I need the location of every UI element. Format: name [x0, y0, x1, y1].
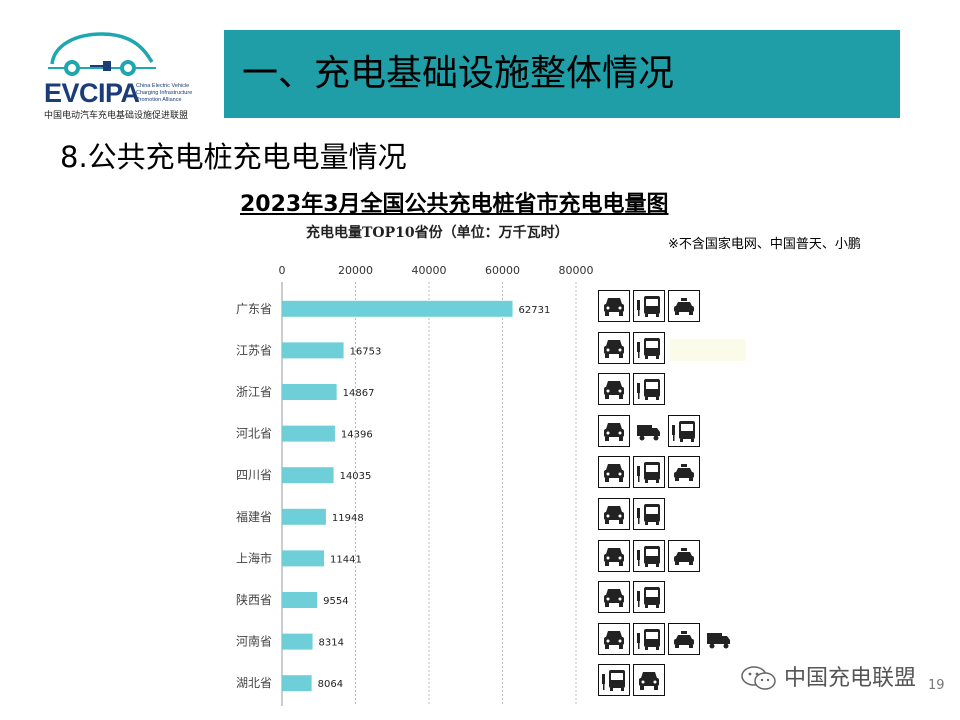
- category-label: 四川省: [236, 468, 272, 482]
- icon-row: [598, 456, 700, 492]
- category-label: 浙江省: [236, 385, 272, 399]
- bus-icon: [633, 456, 665, 489]
- wechat-icon: [741, 666, 776, 690]
- icon-row: [598, 664, 665, 700]
- car-icon: [633, 664, 665, 697]
- category-label: 湖北省: [236, 675, 272, 690]
- icon-row: [598, 622, 735, 659]
- watermark-text: 中国充电联盟: [784, 666, 917, 691]
- car-icon: [598, 581, 630, 614]
- category-label: 福建省: [236, 509, 272, 524]
- value-label: 16753: [350, 346, 382, 357]
- highlight-box: [670, 339, 746, 361]
- category-label: 陕西省: [236, 592, 272, 607]
- value-label: 62731: [519, 305, 551, 316]
- car-icon: [598, 414, 630, 447]
- x-tick-label: 80000: [559, 264, 594, 277]
- car-icon: [598, 498, 630, 530]
- value-label: 14396: [341, 430, 373, 441]
- section-title: 8.公共充电桩充电电量情况: [60, 140, 407, 174]
- value-label: 14035: [340, 471, 372, 482]
- car-icon: [598, 290, 630, 322]
- bar: [282, 467, 334, 484]
- category-label: 上海市: [236, 550, 272, 565]
- taxi-icon: [668, 290, 700, 322]
- car-icon: [598, 373, 630, 406]
- bus-icon: [633, 539, 665, 572]
- bus-icon: [633, 373, 665, 406]
- chart-note: ※不含国家电网、中国普天、小鹏: [668, 237, 861, 252]
- page-title: 一、充电基础设施整体情况: [242, 53, 675, 94]
- icon-row: [598, 539, 700, 576]
- taxi-icon: [668, 539, 700, 572]
- icon-row: [598, 581, 665, 617]
- bar: [282, 342, 344, 359]
- category-label: 江苏省: [236, 343, 272, 357]
- bar: [282, 384, 337, 400]
- truck-icon: [633, 414, 665, 447]
- car-icon: [598, 331, 630, 364]
- bar-chart: 0 20000 40000 60000 80000 广东省 62731 江苏省 16753 浙江省…: [236, 264, 594, 706]
- car-icon: [598, 456, 630, 489]
- logo-chinese: 中国电动汽车充电基础设施促进联盟: [44, 111, 189, 121]
- bus-icon: [668, 414, 700, 447]
- chart-subtitle: 充电电量TOP10省份（单位：万千瓦时）: [306, 225, 569, 241]
- bus-icon: [598, 664, 630, 697]
- bus-icon: [633, 622, 665, 655]
- value-label: 8064: [318, 679, 343, 690]
- x-tick-label: 60000: [485, 264, 520, 277]
- page-number: 19: [928, 678, 945, 693]
- taxi-icon: [668, 456, 700, 489]
- taxi-icon: [668, 622, 700, 655]
- truck-icon: [703, 622, 735, 655]
- bar: [282, 508, 326, 525]
- bus-icon: [633, 581, 665, 614]
- icon-row: [598, 331, 665, 368]
- logo-english: China Electric Vehicle Charging Infrastr…: [136, 83, 193, 103]
- category-label: 河南省: [236, 634, 272, 649]
- value-label: 11948: [332, 513, 364, 524]
- icon-row: [598, 498, 665, 534]
- bar: [282, 675, 312, 692]
- vehicle-icons-column: [598, 0, 758, 720]
- x-tick-label: 40000: [412, 264, 447, 277]
- bar: [282, 550, 325, 567]
- evcipa-logo: [48, 32, 156, 76]
- category-label: 广东省: [236, 302, 272, 316]
- bus-icon: [633, 498, 665, 530]
- category-label: 河北省: [236, 427, 272, 441]
- value-label: 14867: [343, 388, 375, 399]
- bar: [282, 592, 318, 608]
- bus-icon: [633, 331, 665, 364]
- car-icon: [598, 539, 630, 572]
- bus-icon: [633, 290, 665, 322]
- title-banner: 一、充电基础设施整体情况: [224, 30, 900, 118]
- bar: [282, 425, 335, 442]
- value-label: 11441: [330, 554, 362, 565]
- chart-title: 2023年3月全国公共充电桩省市充电电量图: [240, 192, 669, 217]
- logo-wordmark: EVCIPA: [44, 78, 140, 108]
- icon-row: [598, 414, 700, 451]
- car-icon: [598, 622, 630, 655]
- x-tick-label: 20000: [338, 264, 373, 277]
- icon-row: [598, 373, 665, 409]
- icon-row: [598, 290, 700, 326]
- bar: [282, 300, 513, 317]
- value-label: 9554: [323, 596, 348, 607]
- value-label: 8314: [319, 638, 344, 649]
- x-tick-label: 0: [279, 264, 286, 277]
- bar: [282, 633, 313, 650]
